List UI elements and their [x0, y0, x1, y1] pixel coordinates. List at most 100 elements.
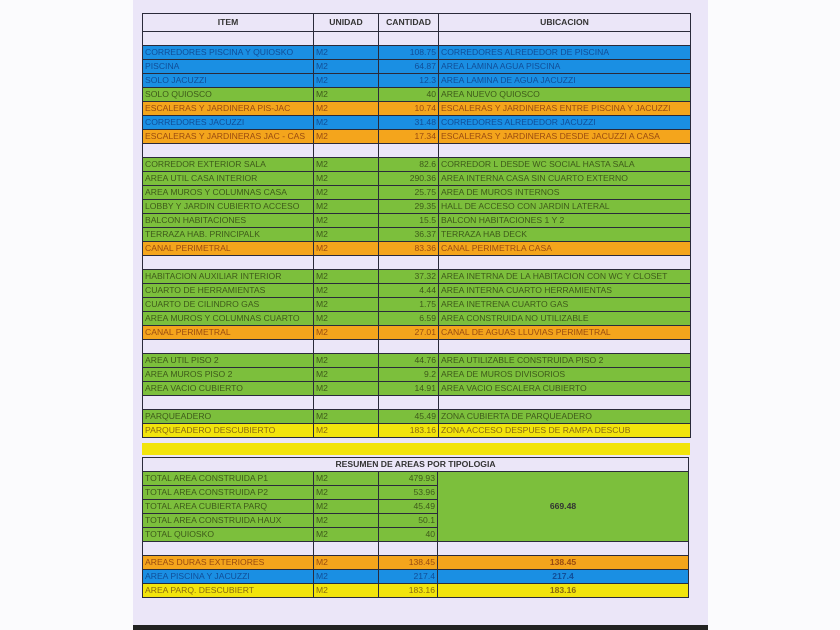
item-cell: [142, 255, 314, 270]
unidad-cell: M2: [313, 513, 379, 528]
total-cell: 183.16: [437, 583, 689, 598]
ubicacion-cell: ESCALERAS Y JARDINERAS ENTRE PISCINA Y J…: [438, 101, 691, 116]
ubicacion-cell: CORREDORES ALREDEDOR JACUZZI: [438, 115, 691, 130]
item-cell: AREA VACIO CUBIERTO: [142, 381, 314, 396]
cantidad-cell: 83.36: [378, 241, 439, 256]
blank-row: [142, 143, 691, 158]
table-row: PARQUEADERO M2 45.49 ZONA CUBIERTA DE PARQU…: [142, 409, 691, 424]
unidad-cell: M2: [313, 485, 379, 500]
summary-row: AREA PISCINA Y JACUZZI M2 217.4 217.4: [142, 569, 689, 584]
ubicacion-cell: ZONA ACCESO DESPUES DE RAMPA DESCUB: [438, 423, 691, 438]
ubicacion-cell: [438, 395, 691, 410]
table-row: AREA UTIL CASA INTERIOR M2 290.36 AREA INTE…: [142, 171, 691, 186]
item-cell: CANAL PERIMETRAL: [142, 241, 314, 256]
cantidad-cell: [378, 339, 439, 354]
summary-title-row: RESUMEN DE AREAS POR TIPOLOGIA: [142, 457, 689, 472]
total-cell: 138.45: [437, 555, 689, 570]
unidad-cell: M2: [313, 311, 379, 326]
table-row: PARQUEADERO DESCUBIERTO M2 183.16 ZONA ACCE…: [142, 423, 691, 438]
table-row: CANAL PERIMETRAL M2 83.36 CANAL PERIMETRLA …: [142, 241, 691, 256]
ubicacion-cell: ZONA CUBIERTA DE PARQUEADERO: [438, 409, 691, 424]
ubicacion-cell: ESCALERAS Y JARDINERAS DESDE JACUZZI A C…: [438, 129, 691, 144]
table-row: AREA MUROS Y COLUMNAS CASA M2 25.75 AREA DE…: [142, 185, 691, 200]
table-row: CANAL PERIMETRAL M2 27.01 CANAL DE AGUAS LL…: [142, 325, 691, 340]
unidad-cell: M2: [313, 241, 379, 256]
summary-table: RESUMEN DE AREAS POR TIPOLOGIA TOTAL ARE…: [142, 457, 689, 598]
cantidad-cell: 64.87: [378, 59, 439, 74]
unidad-cell: M2: [313, 87, 379, 102]
summary-title: RESUMEN DE AREAS POR TIPOLOGIA: [142, 457, 689, 472]
item-cell: TOTAL AREA CONSTRUIDA HAUX: [142, 513, 314, 528]
item-cell: AREAS DURAS EXTERIORES: [142, 555, 314, 570]
table-row: TERRAZA HAB. PRINCIPALK M2 36.37 TERRAZA HA…: [142, 227, 691, 242]
cantidad-cell: 27.01: [378, 325, 439, 340]
ubicacion-cell: [438, 31, 691, 46]
item-cell: BALCON HABITACIONES: [142, 213, 314, 228]
summary-row: TOTAL AREA CONSTRUIDA HAUX M2 50.1: [142, 513, 689, 528]
ubicacion-cell: AREA CONSTRUIDA NO UTILIZABLE: [438, 311, 691, 326]
item-cell: PISCINA: [142, 59, 314, 74]
item-cell: CORREDORES JACUZZI: [142, 115, 314, 130]
item-cell: PARQUEADERO: [142, 409, 314, 424]
cantidad-cell: 17.34: [378, 129, 439, 144]
unidad-cell: M2: [313, 527, 379, 542]
summary-row: AREA PARQ. DESCUBIERT M2 183.16 183.16: [142, 583, 689, 598]
item-cell: AREA UTIL CASA INTERIOR: [142, 171, 314, 186]
table-row: CORREDORES PISCINA Y QUIOSKO M2 108.75 CORR…: [142, 45, 691, 60]
cantidad-cell: 217.4: [378, 569, 438, 584]
unidad-cell: [313, 395, 379, 410]
table-row: HABITACION AUXILIAR INTERIOR M2 37.32 AREA …: [142, 269, 691, 284]
item-cell: SOLO QUIOSCO: [142, 87, 314, 102]
cantidad-cell: 36.37: [378, 227, 439, 242]
unidad-cell: M2: [313, 101, 379, 116]
cantidad-cell: 183.16: [378, 583, 438, 598]
ubicacion-cell: CORREDOR L DESDE WC SOCIAL HASTA SALA: [438, 157, 691, 172]
table-row: AREA VACIO CUBIERTO M2 14.91 AREA VACIO ESC…: [142, 381, 691, 396]
ubicacion-cell: AREA INETRENA CUARTO GAS: [438, 297, 691, 312]
cantidad-cell: 15.5: [378, 213, 439, 228]
item-cell: AREA MUROS Y COLUMNAS CUARTO: [142, 311, 314, 326]
table-row: CORREDORES JACUZZI M2 31.48 CORREDORES ALRE…: [142, 115, 691, 130]
cantidad-cell: 4.44: [378, 283, 439, 298]
ubicacion-cell: BALCON HABITACIONES 1 Y 2: [438, 213, 691, 228]
ubicacion-cell: AREA INTERNA CASA SIN CUARTO EXTERNO: [438, 171, 691, 186]
ubicacion-cell: TERRAZA HAB DECK: [438, 227, 691, 242]
summary-row: AREAS DURAS EXTERIORES M2 138.45 138.45: [142, 555, 689, 570]
ubicacion-cell: AREA UTILIZABLE CONSTRUIDA PISO 2: [438, 353, 691, 368]
ubicacion-cell: [438, 339, 691, 354]
unidad-cell: M2: [313, 171, 379, 186]
item-cell: PARQUEADERO DESCUBIERTO: [142, 423, 314, 438]
item-cell: CUARTO DE CILINDRO GAS: [142, 297, 314, 312]
table-row: ESCALERAS Y JARDINERAS JAC - CAS M2 17.34 E…: [142, 129, 691, 144]
areas-table: ITEM UNIDAD CANTIDAD UBICACION CORREDORE…: [142, 13, 691, 438]
unidad-cell: M2: [313, 227, 379, 242]
cantidad-cell: 37.32: [378, 269, 439, 284]
item-cell: AREA PARQ. DESCUBIERT: [142, 583, 314, 598]
unidad-cell: M2: [313, 471, 379, 486]
blank-row: [142, 541, 689, 556]
unidad-cell: M2: [313, 115, 379, 130]
item-cell: ESCALERAS Y JARDINERA PIS-JAC: [142, 101, 314, 116]
item-cell: [142, 339, 314, 354]
item-cell: CORREDORES PISCINA Y QUIOSKO: [142, 45, 314, 60]
table-row: CUARTO DE CILINDRO GAS M2 1.75 AREA INETREN…: [142, 297, 691, 312]
item-cell: TERRAZA HAB. PRINCIPALK: [142, 227, 314, 242]
cantidad-cell: 1.75: [378, 297, 439, 312]
unidad-cell: M2: [313, 269, 379, 284]
header-unidad: UNIDAD: [313, 13, 379, 32]
cantidad-cell: 138.45: [378, 555, 438, 570]
ubicacion-cell: AREA LAMINA AGUA PISCINA: [438, 59, 691, 74]
item-cell: [142, 395, 314, 410]
ubicacion-cell: AREA DE MUROS DIVISORIOS: [438, 367, 691, 382]
item-cell: SOLO JACUZZI: [142, 73, 314, 88]
item-cell: [142, 143, 314, 158]
unidad-cell: [313, 339, 379, 354]
ubicacion-cell: AREA VACIO ESCALERA CUBIERTO: [438, 381, 691, 396]
cantidad-cell: 82.6: [378, 157, 439, 172]
ubicacion-cell: CANAL DE AGUAS LLUVIAS PERIMETRAL: [438, 325, 691, 340]
table-row: LOBBY Y JARDIN CUBIERTO ACCESO M2 29.35 HAL…: [142, 199, 691, 214]
cantidad-cell: 10.74: [378, 101, 439, 116]
ubicacion-cell: HALL DE ACCESO CON JARDIN LATERAL: [438, 199, 691, 214]
blank-cell: [142, 541, 314, 556]
blank-row: [142, 339, 691, 354]
